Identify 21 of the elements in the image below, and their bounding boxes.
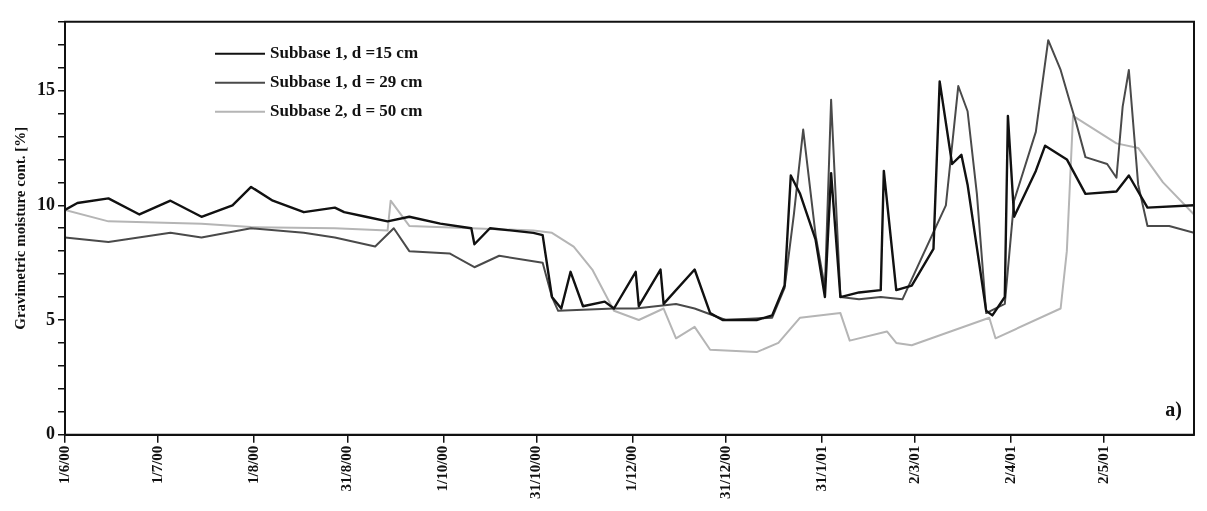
legend-label: Subbase 2, d = 50 cm [270, 101, 423, 121]
x-tick-label: 31/8/00 [338, 445, 355, 492]
annotation: a) [1165, 397, 1182, 421]
x-tick-label: 1/7/00 [148, 445, 165, 485]
x-tick-label: 1/10/00 [434, 445, 451, 492]
x-tick-label: 31/10/00 [527, 445, 544, 500]
x-tick-label: 2/4/01 [1001, 445, 1018, 485]
x-tick-label: 2/3/01 [905, 445, 922, 485]
y-tick-label: 0 [46, 423, 55, 444]
y-axis-title: Gravimetric moisture cont. [%] [11, 126, 28, 330]
x-tick-label: 1/12/00 [623, 445, 640, 492]
legend-label: Subbase 1, d = 29 cm [270, 72, 423, 92]
legend-label: Subbase 1, d =15 cm [270, 43, 419, 63]
x-tick-label: 1/8/00 [245, 445, 262, 485]
y-tick-label: 15 [37, 79, 55, 100]
x-tick-label: 2/5/01 [1094, 445, 1111, 485]
x-tick-label: 31/12/00 [716, 445, 733, 500]
x-tick-label: 1/6/00 [55, 445, 72, 485]
y-tick-label: 5 [46, 308, 55, 329]
x-tick-label: 31/1/01 [812, 445, 829, 492]
y-tick-label: 10 [37, 193, 55, 214]
